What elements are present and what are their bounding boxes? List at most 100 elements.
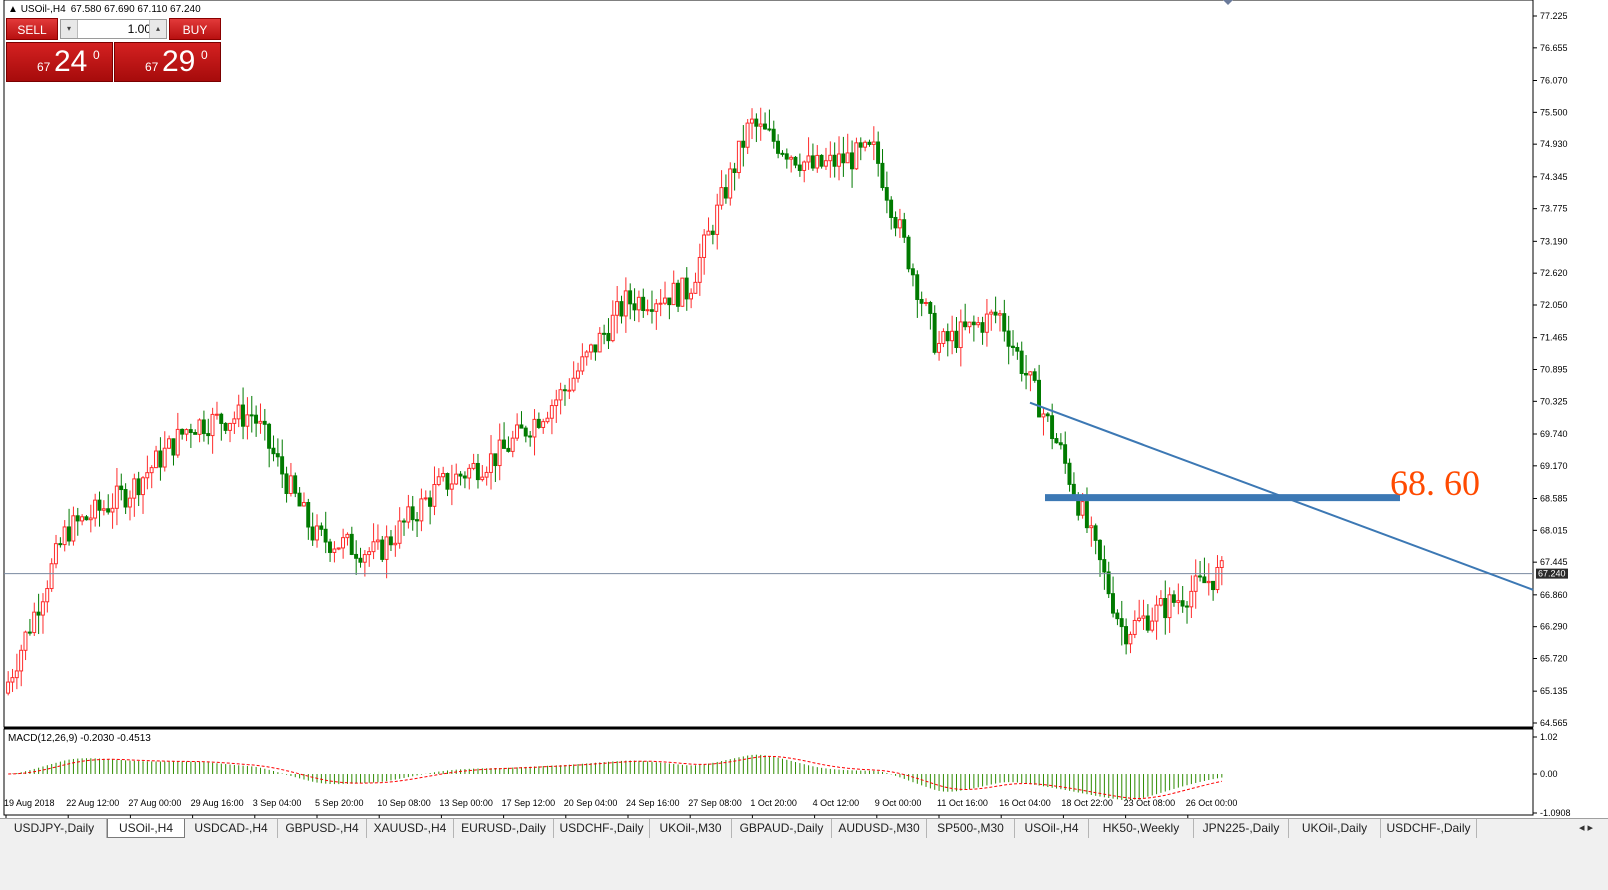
candle-body — [510, 437, 515, 452]
candle-body — [1058, 442, 1063, 446]
tab-usoil-h4[interactable]: USOil-,H4 — [1015, 819, 1089, 838]
lot-size-input[interactable] — [79, 20, 153, 38]
candle-body — [1015, 346, 1020, 352]
tab-gbpaud-daily[interactable]: GBPAUD-,Daily — [732, 819, 832, 838]
candle-body — [728, 168, 733, 199]
lot-increase-icon[interactable]: ▴ — [149, 20, 166, 38]
candle-body — [802, 161, 807, 171]
tab-usdchf-daily[interactable]: USDCHF-,Daily — [554, 819, 650, 838]
candle-body — [632, 303, 637, 311]
candle-body — [227, 422, 232, 431]
candle-body — [493, 453, 498, 467]
candle-body — [910, 268, 915, 276]
candle-body — [432, 484, 437, 507]
tab-ukoil-m30[interactable]: UKOil-,M30 — [650, 819, 732, 838]
candle-body — [932, 312, 937, 353]
candle-body — [832, 154, 837, 167]
candle-body — [1189, 590, 1194, 608]
candle-body — [1180, 600, 1185, 607]
candle-body — [828, 154, 833, 162]
candle-body — [780, 152, 785, 155]
candle-body — [284, 473, 289, 494]
tab-jpn225-daily[interactable]: JPN225-,Daily — [1194, 819, 1289, 838]
tab-audusd-m30[interactable]: AUDUSD-,M30 — [832, 819, 927, 838]
time-tick-label: 13 Sep 00:00 — [439, 798, 493, 808]
time-tick-label: 24 Sep 16:00 — [626, 798, 680, 808]
candle-body — [471, 462, 476, 469]
candle-body — [1045, 413, 1050, 417]
candle-body — [649, 309, 654, 312]
sell-price-sup: 0 — [93, 48, 100, 62]
candle-body — [184, 429, 189, 435]
candle-body — [32, 611, 37, 634]
candle-body — [680, 277, 685, 307]
sell-price-box[interactable]: 67 24 0 — [6, 42, 113, 82]
current-price-label: 67.240 — [1538, 569, 1566, 579]
candle-body — [93, 499, 98, 519]
time-tick-label: 9 Oct 00:00 — [875, 798, 922, 808]
lot-decrease-icon[interactable]: ▾ — [61, 20, 78, 38]
chart-shift-icon[interactable] — [1223, 0, 1233, 5]
candle-body — [706, 230, 711, 236]
tab-gbpusd-h4[interactable]: GBPUSD-,H4 — [278, 819, 367, 838]
candle-body — [810, 155, 815, 169]
tab-ukoil-daily[interactable]: UKOil-,Daily — [1289, 819, 1381, 838]
candle-body — [136, 478, 141, 496]
sell-price-prefix: 67 — [37, 60, 51, 74]
candle-body — [358, 557, 363, 563]
candle-body — [845, 152, 850, 164]
candle-body — [719, 187, 724, 206]
candle-body — [462, 475, 467, 479]
candle-body — [301, 501, 306, 507]
tab-usdcad-h4[interactable]: USDCAD-,H4 — [185, 819, 278, 838]
tab-scroll-arrows-icon[interactable]: ◂ ▸ — [1578, 822, 1594, 834]
candle-body — [53, 543, 58, 565]
tab-usdchf-daily[interactable]: USDCHF-,Daily — [1381, 819, 1477, 838]
candle-body — [902, 219, 907, 238]
candle-body — [119, 485, 124, 491]
candle-body — [958, 321, 963, 349]
candle-body — [62, 526, 67, 546]
candle-body — [1093, 525, 1098, 541]
candle-body — [771, 128, 776, 142]
candle-body — [715, 204, 720, 235]
chart-area[interactable]: ▲ USOil-,H4 67.580 67.690 67.110 67.240 7… — [0, 0, 1608, 818]
trendline[interactable] — [1029, 401, 1534, 591]
tab-xauusd-h4[interactable]: XAUUSD-,H4 — [367, 819, 454, 838]
candle-body — [876, 141, 881, 164]
buy-price-prefix: 67 — [145, 60, 159, 74]
candle-body — [863, 141, 867, 148]
candle-body — [258, 420, 263, 424]
candle-body — [14, 670, 19, 679]
one-click-trading-panel: SELL ▾ ▴ BUY 67 24 0 67 29 0 — [6, 18, 221, 82]
candle-body — [749, 118, 754, 124]
candle-body — [671, 282, 676, 306]
time-tick-label: 3 Sep 04:00 — [253, 798, 302, 808]
time-tick-label: 16 Oct 04:00 — [999, 798, 1051, 808]
macd-signal-line — [8, 755, 1222, 799]
candle-body — [171, 438, 176, 456]
candle-body — [580, 356, 585, 372]
candle-body — [154, 450, 158, 469]
candle-body — [397, 520, 402, 544]
candle-body — [1206, 580, 1211, 584]
candle-body — [880, 162, 885, 189]
candle-body — [776, 140, 780, 154]
tab-eurusd-daily[interactable]: EURUSD-,Daily — [454, 819, 554, 838]
candle-body — [1163, 598, 1168, 619]
tab-usoil-h4[interactable]: USOil-,H4 — [107, 819, 185, 838]
buy-price-box[interactable]: 67 29 0 — [114, 42, 221, 82]
candle-body — [1111, 593, 1115, 614]
sell-button[interactable]: SELL — [6, 18, 58, 40]
buy-button[interactable]: BUY — [169, 18, 221, 40]
price-tick-label: 72.620 — [1540, 268, 1568, 278]
candle-body — [697, 256, 702, 283]
candle-body — [945, 331, 950, 342]
price-tick-label: 74.930 — [1540, 139, 1568, 149]
tab-sp500-m30[interactable]: SP500-,M30 — [927, 819, 1015, 838]
candle-body — [667, 297, 672, 306]
tab-hk50-weekly[interactable]: HK50-,Weekly — [1089, 819, 1194, 838]
tab-usdjpy-daily[interactable]: USDJPY-,Daily — [2, 819, 107, 838]
price-tick-label: 66.860 — [1540, 590, 1568, 600]
candle-body — [1024, 372, 1028, 376]
